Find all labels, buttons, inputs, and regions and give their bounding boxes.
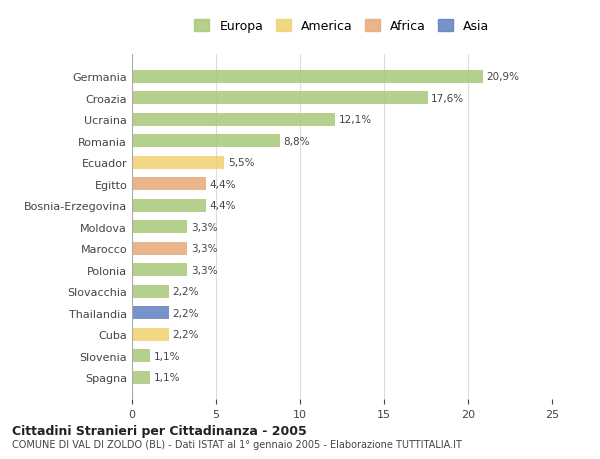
- Text: 4,4%: 4,4%: [209, 201, 236, 211]
- Text: 2,2%: 2,2%: [172, 330, 199, 339]
- Bar: [132, 221, 187, 234]
- Text: 12,1%: 12,1%: [338, 115, 372, 125]
- Text: 4,4%: 4,4%: [209, 179, 236, 189]
- Text: 3,3%: 3,3%: [191, 222, 217, 232]
- Legend: Europa, America, Africa, Asia: Europa, America, Africa, Asia: [191, 17, 493, 37]
- Text: 5,5%: 5,5%: [228, 158, 254, 168]
- Bar: [132, 263, 187, 276]
- Bar: [132, 157, 224, 169]
- Bar: [132, 71, 483, 84]
- Bar: [132, 349, 151, 362]
- Bar: [132, 113, 335, 127]
- Bar: [132, 285, 169, 298]
- Text: 20,9%: 20,9%: [487, 72, 520, 82]
- Bar: [132, 307, 169, 319]
- Bar: [132, 371, 151, 384]
- Bar: [132, 242, 187, 255]
- Bar: [132, 199, 206, 212]
- Text: 17,6%: 17,6%: [431, 94, 464, 104]
- Bar: [132, 135, 280, 148]
- Text: 8,8%: 8,8%: [283, 136, 310, 146]
- Text: Cittadini Stranieri per Cittadinanza - 2005: Cittadini Stranieri per Cittadinanza - 2…: [12, 424, 307, 437]
- Text: 3,3%: 3,3%: [191, 244, 217, 254]
- Text: 2,2%: 2,2%: [172, 286, 199, 297]
- Text: COMUNE DI VAL DI ZOLDO (BL) - Dati ISTAT al 1° gennaio 2005 - Elaborazione TUTTI: COMUNE DI VAL DI ZOLDO (BL) - Dati ISTAT…: [12, 440, 462, 449]
- Text: 3,3%: 3,3%: [191, 265, 217, 275]
- Bar: [132, 328, 169, 341]
- Text: 2,2%: 2,2%: [172, 308, 199, 318]
- Text: 1,1%: 1,1%: [154, 372, 181, 382]
- Bar: [132, 178, 206, 191]
- Text: 1,1%: 1,1%: [154, 351, 181, 361]
- Bar: [132, 92, 428, 105]
